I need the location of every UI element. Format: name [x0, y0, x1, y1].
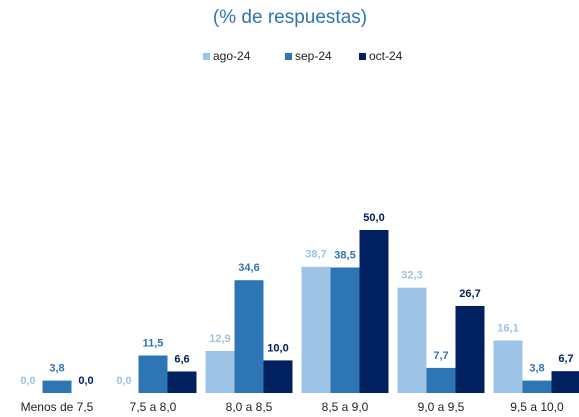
data-label: 34,6: [238, 262, 259, 274]
bar: [551, 371, 579, 393]
bar: [359, 230, 389, 393]
data-label: 0,0: [20, 375, 35, 387]
bar: [397, 287, 427, 393]
x-tick-label: 8,5 a 9,0: [322, 400, 369, 414]
data-label: 26,7: [459, 288, 480, 300]
data-label: 16,1: [497, 322, 518, 334]
bar: [426, 367, 456, 393]
legend-label: ago-24: [213, 49, 251, 63]
bar: [263, 360, 293, 393]
data-label: 0,0: [116, 375, 131, 387]
data-label: 38,5: [334, 249, 355, 261]
bar: [42, 380, 72, 393]
bar: [234, 280, 264, 393]
x-tick-label: Menos de 7,5: [21, 400, 94, 414]
x-tick-label: 9,0 a 9,5: [418, 400, 465, 414]
bar: [301, 266, 331, 393]
data-label: 7,7: [433, 350, 448, 362]
data-label: 6,6: [174, 353, 189, 365]
bar: [138, 355, 168, 393]
data-label: 38,7: [305, 249, 326, 261]
data-label: 12,9: [209, 333, 230, 345]
x-tick-label: 7,5 a 8,0: [130, 400, 177, 414]
bar: [167, 371, 197, 393]
data-label: 32,3: [401, 270, 422, 282]
data-label: 10,0: [267, 342, 288, 354]
bar: [455, 305, 485, 393]
legend-label: oct-24: [369, 49, 403, 63]
data-label: 6,7: [558, 353, 573, 365]
legend-swatch: [359, 53, 366, 60]
legend-swatch: [203, 53, 210, 60]
data-label: 3,8: [49, 363, 64, 375]
chart-title: (% de respuestas): [213, 7, 367, 28]
bar: [205, 350, 235, 393]
bar: [522, 380, 552, 393]
x-tick-label: 9,5 a 10,0: [510, 400, 564, 414]
bar: [330, 267, 360, 393]
x-tick-label: 8,0 a 8,5: [226, 400, 273, 414]
data-label: 0,0: [78, 375, 93, 387]
legend-label: sep-24: [295, 49, 332, 63]
data-label: 11,5: [143, 337, 164, 349]
data-label: 50,0: [363, 212, 384, 224]
data-label: 3,8: [529, 363, 544, 375]
bar: [493, 340, 523, 393]
legend-swatch: [285, 53, 292, 60]
